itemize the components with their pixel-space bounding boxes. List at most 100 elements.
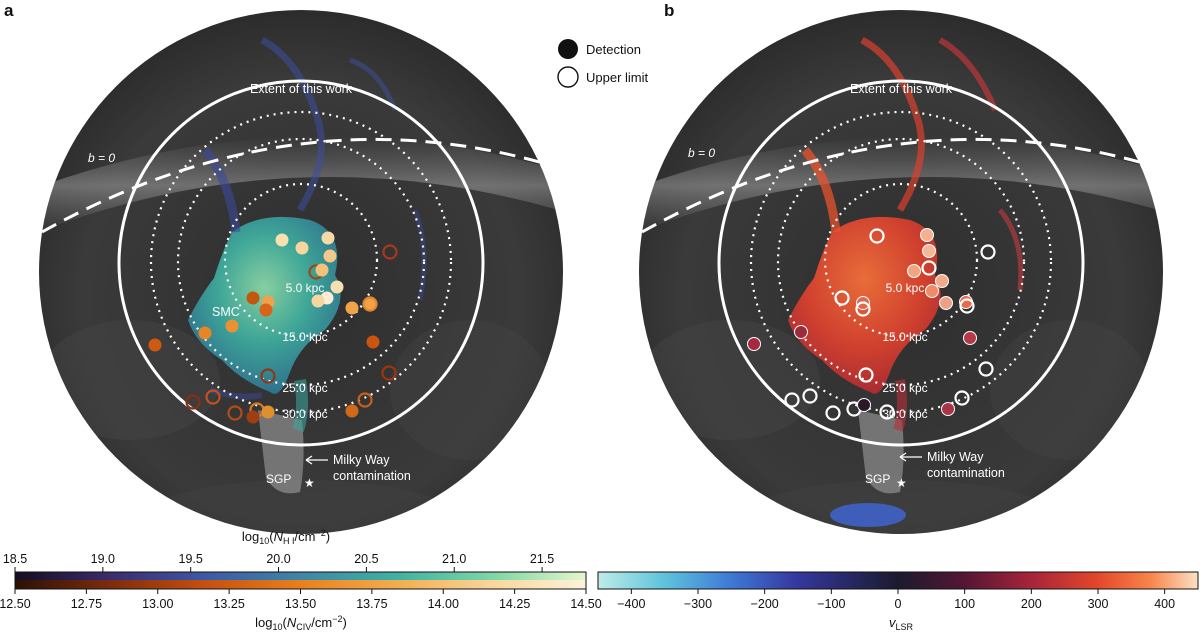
galactic-plane-a — [41, 138, 561, 234]
colorbar-hi-tick-label-5: 21.0 — [442, 552, 466, 566]
mw-contamination-a — [258, 410, 304, 494]
detection-point-b-6 — [935, 274, 949, 288]
mw-label-a-line1: Milky Way — [333, 453, 390, 467]
sgp-star-icon-a: ★ — [304, 476, 315, 490]
detection-point-a-3 — [323, 249, 337, 263]
detection-point-a-28 — [261, 405, 275, 419]
panel-label-b: b — [664, 1, 674, 20]
upper-limit-point-a-11 — [362, 296, 378, 312]
colorbar-civ-tick-label-6: 14.00 — [428, 597, 459, 611]
legend-upper-limit-label: Upper limit — [586, 70, 649, 85]
upper-limit-point-a-26 — [227, 405, 243, 421]
colorbar-hi-tick-label-1: 19.0 — [91, 552, 115, 566]
detection-point-b-4 — [907, 264, 921, 278]
upper-limit-point-a-21 — [381, 365, 397, 381]
ring-label-5kpc-b: 5.0 kpc — [886, 281, 925, 295]
detection-marker-icon — [558, 39, 578, 59]
colorbar-vlsr-gradient — [597, 571, 1199, 590]
colorbar-hi-tick-label-4: 20.5 — [354, 552, 378, 566]
upper-limit-point-b-10 — [959, 298, 975, 314]
colorbar-vlsr-tick-label-5: 100 — [954, 597, 975, 611]
detection-point-a-15 — [225, 319, 239, 333]
sky-texture-b — [639, 36, 1163, 534]
mw-contamination-b — [858, 410, 904, 494]
detection-point-b-2 — [922, 244, 936, 258]
colorbar-vlsr-tick-label-2: −200 — [751, 597, 779, 611]
colorbar-hi-tick-label-2: 19.5 — [179, 552, 203, 566]
mw-label-b-line1: Milky Way — [927, 450, 984, 464]
colorbar-civ-tick-label-7: 14.25 — [499, 597, 530, 611]
detection-point-a-14 — [259, 303, 273, 317]
ring-label-15kpc-a: 15.0 kpc — [282, 330, 327, 344]
mw-label-b-line2: contamination — [927, 466, 1005, 480]
ring-label-30kpc-a: 30.0 kpc — [282, 407, 327, 421]
scatter-points-a — [148, 231, 398, 424]
panel-b: b Extent of this work b = 0 5.0 kpc 15.0… — [639, 1, 1163, 534]
extent-circle-b — [717, 79, 1085, 447]
ring-15kpc-b — [776, 137, 1026, 387]
sgp-label-a: SGP — [266, 472, 291, 486]
legend-detection-label: Detection — [586, 42, 641, 57]
detection-point-a-8 — [311, 294, 325, 308]
arrow-left-icon-a — [305, 455, 313, 465]
upper-limit-point-a-19 — [382, 244, 398, 260]
galactic-plane-b — [641, 138, 1161, 234]
colorbar-civ-tick-label-5: 13.75 — [356, 597, 387, 611]
colorbar-vlsr-tick-label-8: 400 — [1154, 597, 1175, 611]
colorbar-vlsr: −400 −300 −200 −100 0 100 200 300 400 vLSR — [597, 571, 1199, 632]
upper-limit-point-a-25 — [185, 394, 201, 410]
detection-point-a-1 — [295, 241, 309, 255]
detection-point-a-17 — [148, 338, 162, 352]
colorbar-civ-ticks: 12.50 12.75 13.00 13.25 13.50 13.75 14.00 14.25… — [0, 589, 602, 611]
detection-point-b-7 — [925, 284, 939, 298]
plane-label-a: b = 0 — [88, 151, 115, 165]
ring-25kpc-b — [749, 110, 1053, 414]
colorbar-civ-tick-label-1: 12.75 — [71, 597, 102, 611]
detection-point-b-20 — [941, 402, 955, 416]
upper-limit-marker-icon — [557, 66, 579, 88]
ring-label-25kpc-b: 25.0 kpc — [882, 381, 927, 395]
colorbar-civ-tick-label-8: 14.50 — [570, 597, 601, 611]
colorbar-civ-tick-label-2: 13.00 — [142, 597, 173, 611]
extent-circle-a — [117, 79, 485, 447]
upper-limit-point-b-22 — [802, 388, 818, 404]
ring-label-30kpc-b: 30.0 kpc — [882, 407, 927, 421]
colorbar-hi-tick-label-6: 21.5 — [530, 552, 554, 566]
panel-a: a Extent of this work b = 0 SMC 5.0 kpc — [4, 1, 563, 534]
colorbar-civ-gradient — [15, 580, 586, 589]
upper-limit-point-b-5 — [921, 260, 937, 276]
upper-limit-point-b-18 — [858, 367, 874, 383]
ring-5kpc-a — [223, 182, 379, 338]
colorbar-vlsr-tick-label-4: 0 — [895, 597, 902, 611]
detection-point-a-18 — [366, 335, 380, 349]
detection-point-a-9 — [345, 301, 359, 315]
detection-point-b-16 — [963, 331, 977, 345]
detection-point-b-15 — [747, 337, 761, 351]
upper-limit-point-b-19 — [954, 390, 970, 406]
upper-limit-point-b-17 — [978, 361, 994, 377]
colorbar-vlsr-title: vLSR — [889, 615, 914, 632]
colorbar-hi-tick-label-0: 18.5 — [3, 552, 27, 566]
upper-limit-point-b-3 — [980, 244, 996, 260]
colorbar-vlsr-ticks: −400 −300 −200 −100 0 100 200 300 400 — [617, 589, 1175, 611]
colorbar-civ-title: log10(NCIV/cm−2) — [255, 614, 347, 632]
detection-point-a-29 — [246, 410, 260, 424]
plane-label-b: b = 0 — [688, 146, 715, 160]
ring-5kpc-b — [823, 182, 979, 338]
extent-label-a: Extent of this work — [250, 82, 353, 96]
detection-point-a-13 — [246, 291, 260, 305]
detection-point-b-26 — [857, 398, 871, 412]
colorbar-civ-tick-label-4: 13.50 — [285, 597, 316, 611]
legend: Detection Upper limit — [557, 39, 649, 88]
sgp-label-b: SGP — [865, 472, 890, 486]
detection-point-a-6 — [330, 280, 344, 294]
ring-label-5kpc-a: 5.0 kpc — [286, 281, 325, 295]
colorbar-hi-gradient — [15, 572, 586, 580]
smc-label: SMC — [212, 305, 240, 319]
panel-label-a: a — [4, 1, 14, 20]
colorbar-vlsr-tick-label-7: 300 — [1088, 597, 1109, 611]
ring-label-15kpc-b: 15.0 kpc — [882, 330, 927, 344]
detection-point-b-8 — [939, 296, 953, 310]
detection-point-a-0 — [275, 233, 289, 247]
colorbar-civ-tick-label-3: 13.25 — [213, 597, 244, 611]
